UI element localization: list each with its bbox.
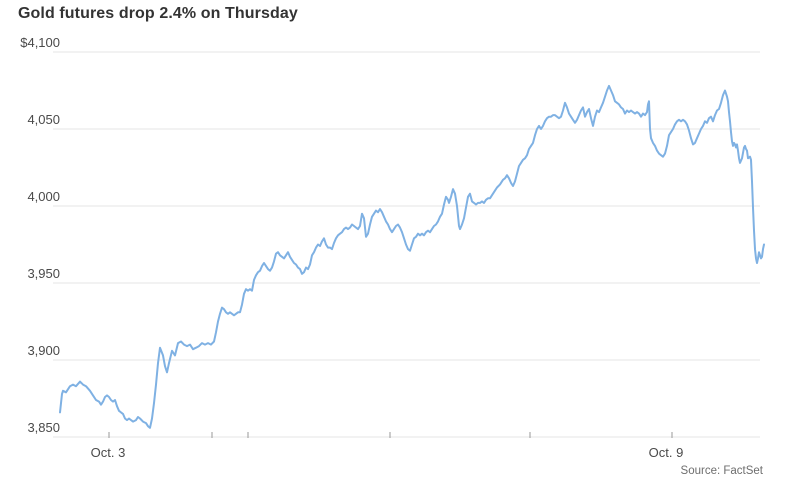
source-attribution: Source: FactSet xyxy=(680,465,763,477)
y-axis-label: 3,900 xyxy=(27,343,60,358)
x-axis-label: Oct. 3 xyxy=(91,445,126,460)
x-axis-label: Oct. 9 xyxy=(649,445,684,460)
price-line xyxy=(59,84,765,429)
y-axis-label: 4,000 xyxy=(27,189,60,204)
chart-title: Gold futures drop 2.4% on Thursday xyxy=(18,5,298,22)
y-axis-label: 3,950 xyxy=(27,266,60,281)
y-axis-label: $4,100 xyxy=(20,35,60,50)
y-axis-label: 4,050 xyxy=(27,112,60,127)
y-axis-label: 3,850 xyxy=(27,420,60,435)
